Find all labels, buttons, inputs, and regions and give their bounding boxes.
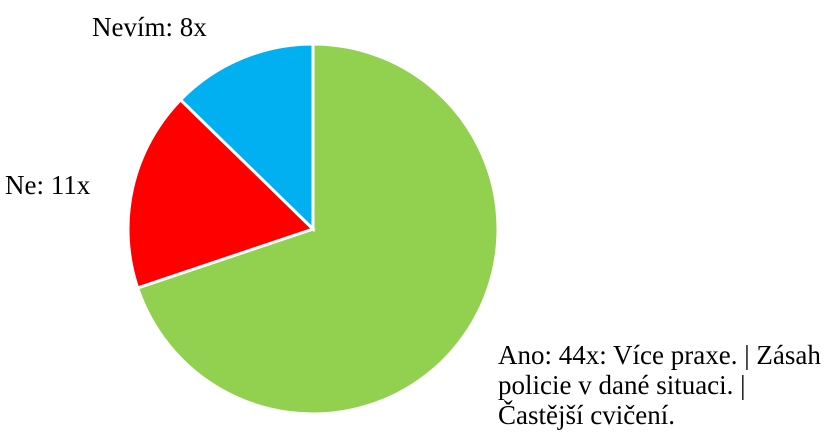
slice-label: Nevím: 8x bbox=[92, 12, 207, 42]
pie-slice bbox=[178, 42, 315, 233]
slice-label: Ano: 44x: Více praxe. | Zásah policie v … bbox=[498, 340, 821, 430]
pie-slice bbox=[135, 42, 500, 416]
pie-slice bbox=[126, 97, 316, 290]
slice-label: Ne: 11x bbox=[5, 170, 91, 200]
